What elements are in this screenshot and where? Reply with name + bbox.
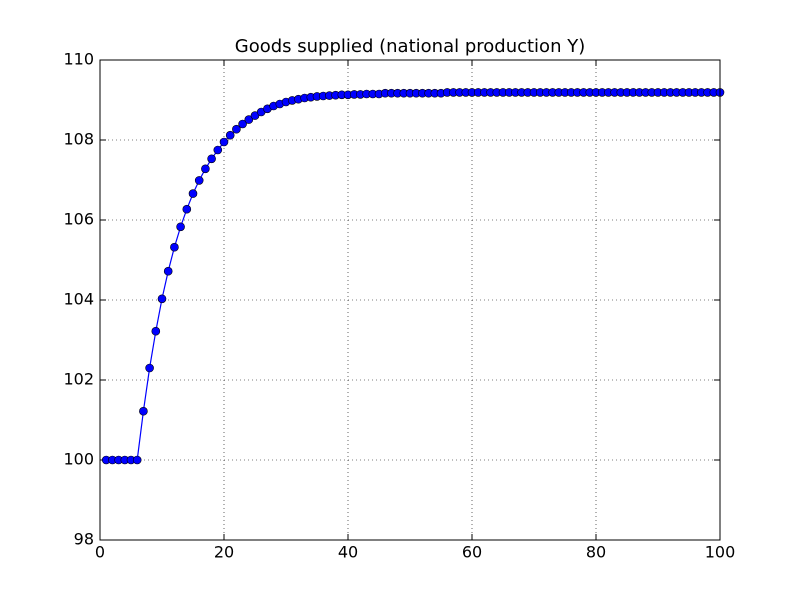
- y-tick-label: 110: [63, 50, 94, 69]
- x-tick-label: 20: [214, 543, 234, 562]
- plot-frame: [99, 59, 721, 541]
- chart-title: Goods supplied (national production Y): [235, 36, 585, 57]
- point: [139, 406, 148, 416]
- y-tick-label: 108: [63, 130, 94, 149]
- point: [225, 130, 235, 140]
- x-tick-label: 100: [705, 543, 736, 562]
- point: [145, 363, 154, 373]
- y-tick-label: 104: [63, 290, 94, 309]
- point: [157, 294, 167, 304]
- point: [238, 119, 247, 129]
- point: [170, 242, 179, 252]
- x-tick-label: 0: [95, 543, 105, 562]
- point: [151, 326, 161, 336]
- point: [188, 189, 198, 198]
- x-tick-label: 40: [338, 543, 358, 562]
- point: [219, 137, 229, 147]
- point: [132, 455, 142, 465]
- x-tick-label: 80: [586, 543, 606, 562]
- point: [207, 154, 216, 164]
- y-tick-label: 98: [74, 530, 94, 549]
- point: [232, 124, 241, 134]
- x-tick-label: 60: [462, 543, 482, 562]
- point: [201, 164, 210, 174]
- y-tick-label: 106: [63, 210, 94, 229]
- point: [194, 176, 204, 185]
- point: [182, 204, 192, 214]
- y-tick-label: 102: [63, 370, 94, 389]
- point: [244, 115, 254, 124]
- point: [213, 145, 223, 155]
- y-tick-label: 100: [63, 450, 94, 469]
- point: [176, 222, 185, 232]
- point: [163, 266, 173, 276]
